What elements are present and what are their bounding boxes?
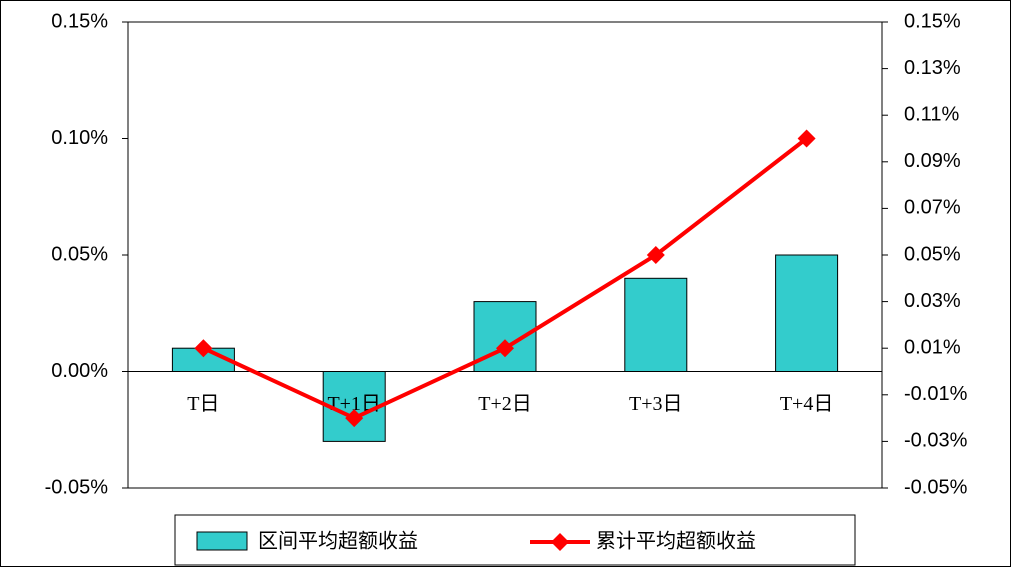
y2-tick-label: 0.07% xyxy=(904,197,961,219)
y-tick-label: 0.10% xyxy=(51,127,108,149)
y2-tick-label: 0.11% xyxy=(904,103,959,125)
legend-label: 区间平均超额收益 xyxy=(258,529,418,552)
x-tick-label: T+1日 xyxy=(327,393,381,415)
line-marker xyxy=(496,339,514,358)
y2-tick-label: 0.09% xyxy=(904,150,961,172)
x-tick-label: T日 xyxy=(187,393,219,415)
bar xyxy=(775,254,839,372)
y2-tick-label: 0.03% xyxy=(904,290,961,312)
y-tick-label: 0.15% xyxy=(51,10,108,32)
y2-tick-label: 0.15% xyxy=(904,10,961,32)
y2-tick-label: 0.13% xyxy=(904,57,961,79)
plot-area xyxy=(127,21,883,489)
x-tick-label: T+2日 xyxy=(478,393,532,415)
y-tick-label: -0.05% xyxy=(45,476,109,498)
line-marker xyxy=(646,246,665,264)
legend-box xyxy=(174,514,856,566)
y-tick-label: 0.05% xyxy=(51,243,108,265)
bar xyxy=(624,277,688,372)
x-tick-label: T+4日 xyxy=(780,393,834,415)
line-marker xyxy=(194,339,213,358)
y2-tick-label: -0.03% xyxy=(904,430,968,452)
y-tick-label: 0.00% xyxy=(51,360,108,382)
line-marker xyxy=(797,129,816,148)
legend-label: 累计平均超额收益 xyxy=(596,529,756,552)
legend-marker xyxy=(551,533,569,551)
y2-tick-label: 0.05% xyxy=(904,243,961,265)
y2-tick-label: -0.05% xyxy=(904,476,968,498)
legend-swatch xyxy=(196,531,248,551)
y2-tick-label: 0.01% xyxy=(904,336,961,358)
x-tick-label: T+3日 xyxy=(629,393,683,415)
line-marker xyxy=(345,409,364,428)
y2-tick-label: -0.01% xyxy=(904,383,968,405)
